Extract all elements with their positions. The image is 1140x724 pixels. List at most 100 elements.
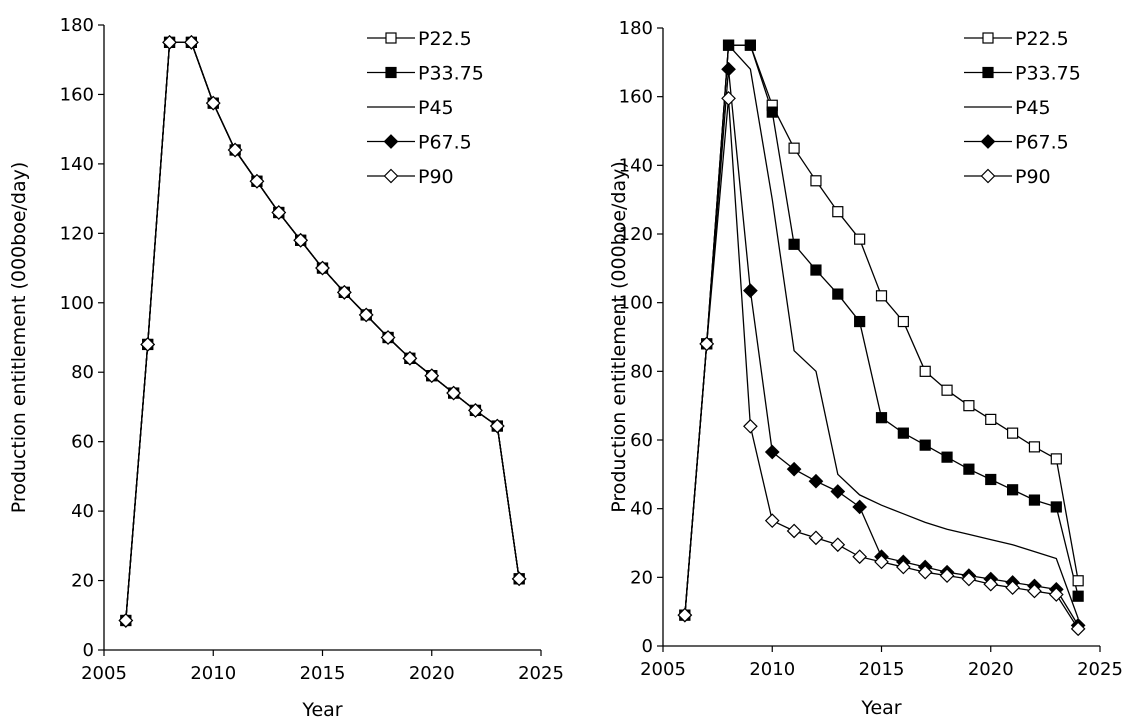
y-tick-label: 140 (619, 155, 653, 176)
x-tick-label: 2010 (749, 659, 795, 680)
data-point (854, 233, 866, 245)
chart-1: 0 20 40 60 80 100 120 140 160 180 2005 2010 2015 2020… (8, 15, 564, 721)
y-tick-label: 120 (60, 223, 94, 244)
data-point (875, 290, 888, 302)
data-point (1006, 484, 1019, 496)
legend-marker (982, 66, 994, 79)
data-point (808, 530, 824, 546)
data-point (939, 568, 955, 583)
data-point (1027, 583, 1042, 599)
y-tick-label: 100 (60, 293, 94, 314)
data-point (380, 330, 396, 345)
data-point (744, 39, 757, 51)
y-tick-label: 0 (83, 640, 94, 661)
data-point (743, 283, 758, 298)
legend-label: P22.5 (418, 28, 472, 50)
data-point (941, 451, 953, 463)
series-line-P45 (125, 41, 520, 621)
data-point (227, 142, 243, 158)
data-point (961, 571, 977, 587)
data-point (766, 106, 778, 118)
legend-marker (980, 168, 996, 184)
data-point (489, 418, 505, 434)
legend-marker (980, 134, 996, 149)
x-tick-label: 2005 (640, 659, 686, 680)
legend-label: P33.75 (1015, 63, 1081, 85)
data-point (897, 315, 909, 328)
data-point (875, 412, 888, 424)
y-tick-label: 20 (630, 567, 653, 588)
series-line-P33.75 (125, 41, 520, 621)
data-point (424, 368, 440, 384)
series-line-P67.5 (125, 41, 520, 621)
data-point (468, 403, 483, 418)
x-tick-label: 2025 (518, 663, 564, 684)
data-point (271, 205, 287, 220)
data-point (184, 35, 199, 50)
y-tick-label: 40 (71, 501, 94, 522)
data-point (140, 337, 156, 352)
data-point (721, 91, 736, 106)
x-axis-title: Year (301, 699, 342, 721)
data-point (118, 613, 134, 628)
legend-label: P33.75 (418, 63, 484, 85)
data-point (786, 461, 802, 477)
legend-marker (385, 32, 397, 44)
data-point (1050, 501, 1062, 513)
data-point (788, 142, 800, 154)
data-point (874, 554, 889, 570)
data-point (358, 307, 374, 323)
y-tick-label: 60 (630, 430, 653, 451)
data-point (205, 95, 221, 111)
x-tick-label: 2005 (81, 663, 127, 684)
data-point (919, 439, 931, 451)
data-point (743, 418, 758, 434)
data-point (249, 173, 265, 189)
legend-label: P45 (418, 97, 454, 119)
data-point (985, 413, 997, 425)
data-point (315, 260, 330, 276)
y-tick-label: 180 (619, 18, 653, 39)
legend-label: P90 (1015, 166, 1051, 188)
data-point (963, 400, 975, 412)
data-point (293, 232, 308, 248)
y-tick-label: 100 (619, 293, 653, 314)
data-point (788, 238, 800, 250)
data-point (1028, 494, 1041, 506)
data-point (830, 537, 846, 553)
data-point (1028, 441, 1041, 453)
data-point (897, 427, 909, 439)
data-point (402, 350, 418, 366)
data-point (896, 559, 911, 575)
data-point (919, 365, 931, 377)
legend-marker (383, 134, 399, 149)
data-point (852, 499, 867, 515)
x-tick-label: 2010 (190, 663, 236, 684)
x-tick-label: 2025 (1077, 659, 1123, 680)
y-axis-title: Production entitlement (000boe/day) (8, 162, 30, 514)
data-point (722, 39, 735, 51)
y-tick-label: 80 (630, 361, 653, 382)
data-point (511, 571, 527, 587)
x-tick-label: 2015 (859, 659, 905, 680)
data-point (677, 607, 693, 623)
data-point (808, 473, 824, 489)
y-tick-label: 160 (619, 87, 653, 108)
data-point (917, 564, 933, 580)
data-point (764, 513, 780, 529)
chart-2: 0 20 40 60 80 100 120 140 160 180 2005 2010 2015 2020… (608, 18, 1123, 719)
data-point (854, 315, 866, 328)
legend-label: P45 (1015, 97, 1051, 119)
y-tick-label: 60 (71, 432, 94, 453)
data-point (832, 288, 844, 300)
data-point (1050, 453, 1062, 465)
y-tick-label: 180 (60, 15, 94, 36)
legend-marker (383, 168, 399, 184)
y-axis-title: Production entitlement (000boe/day) (608, 161, 630, 513)
data-point (810, 175, 822, 187)
data-point (446, 385, 461, 401)
data-point (1070, 621, 1086, 637)
data-point (832, 206, 844, 218)
series-line-P22.5 (125, 41, 520, 621)
